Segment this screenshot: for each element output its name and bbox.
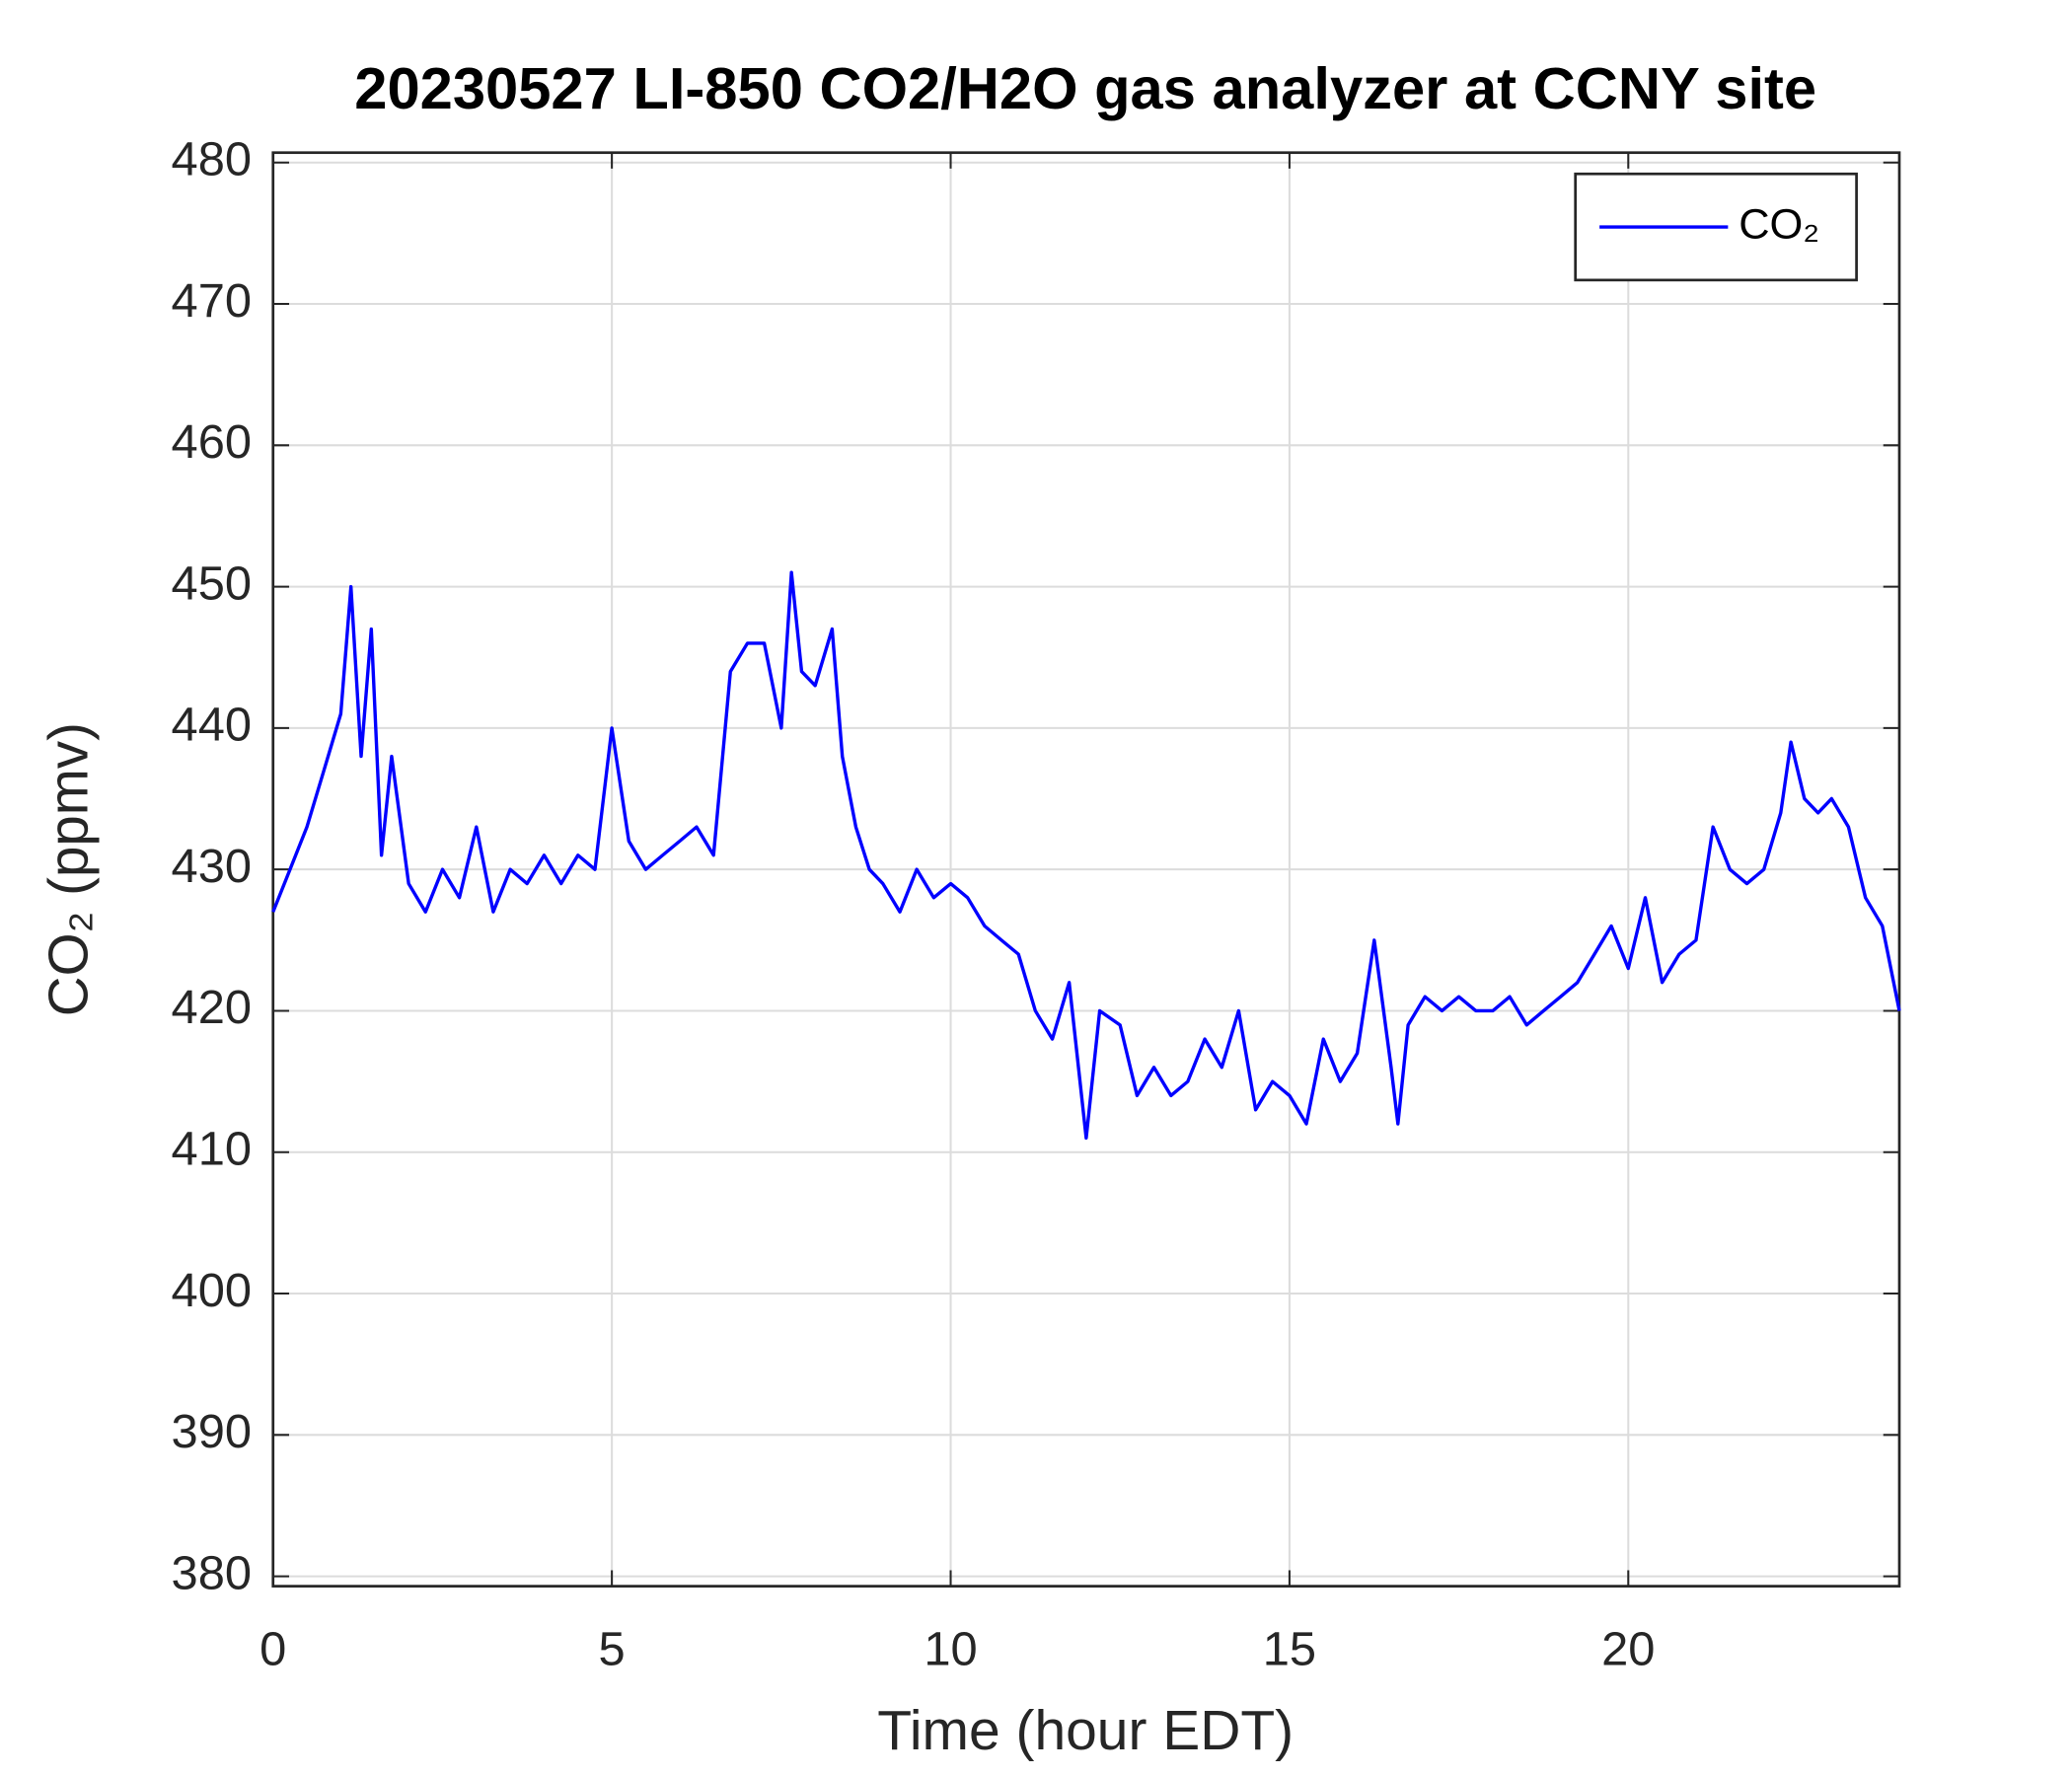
data-line	[271, 570, 1901, 1141]
y-tick-label: 380	[172, 1547, 252, 1600]
x-tick-label: 10	[924, 1623, 977, 1676]
x-tick-label: 20	[1601, 1623, 1655, 1676]
legend-label: CO₂	[1739, 201, 1819, 249]
plot-frame	[271, 151, 1901, 1588]
x-tick-label: 0	[259, 1623, 286, 1676]
y-axis-label: CO₂ (ppmv)	[37, 722, 100, 1016]
y-tick-label: 420	[172, 981, 252, 1034]
y-tick-label: 400	[172, 1264, 252, 1317]
y-tick-label: 390	[172, 1405, 252, 1458]
y-tick-label: 410	[172, 1123, 252, 1176]
x-tick-label: 15	[1263, 1623, 1316, 1676]
y-tick-label: 470	[172, 274, 252, 328]
y-tick-label: 480	[172, 133, 252, 186]
y-tick-label: 460	[172, 415, 252, 469]
x-tick-label: 5	[599, 1623, 626, 1676]
chart-title: 20230527 LI-850 CO2/H2O gas analyzer at …	[354, 55, 1816, 121]
y-tick-label: 450	[172, 557, 252, 611]
y-tick-label: 430	[172, 840, 252, 893]
y-tick-label: 440	[172, 699, 252, 752]
x-axis-label: Time (hour EDT)	[877, 1700, 1294, 1762]
